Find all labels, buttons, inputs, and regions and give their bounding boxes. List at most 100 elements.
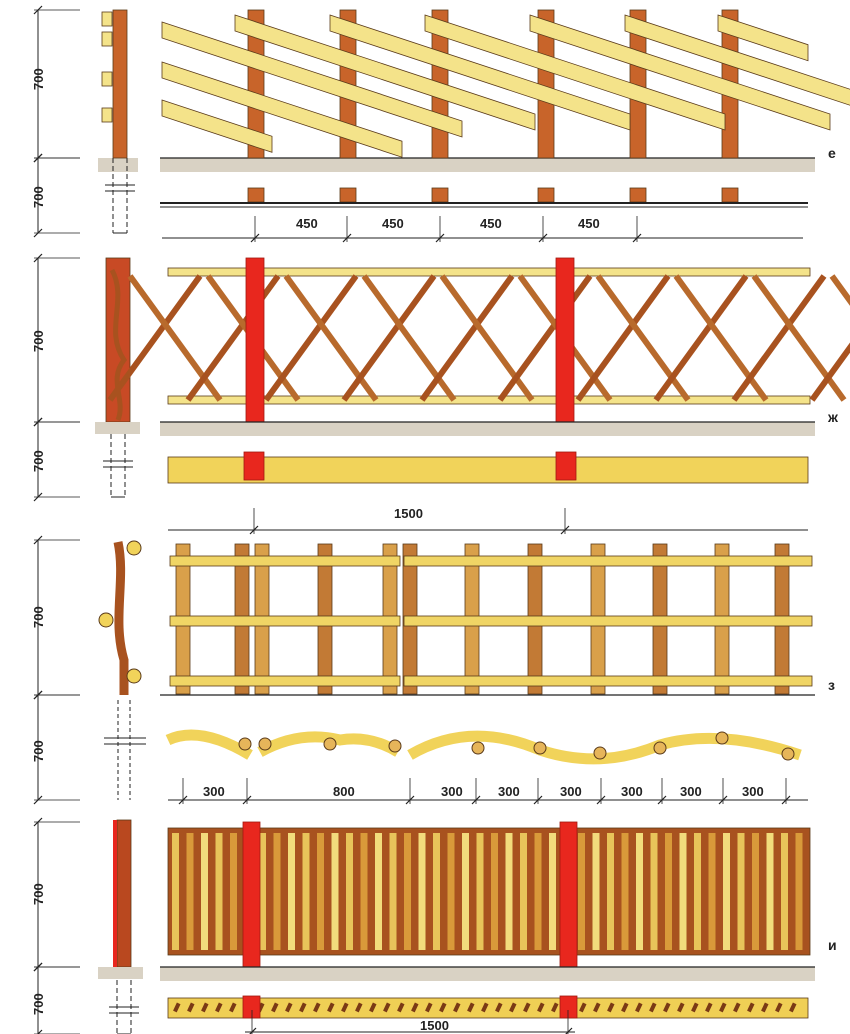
plan-pole — [258, 737, 272, 751]
plan-board — [369, 1002, 377, 1013]
plan-board — [579, 1002, 587, 1013]
board — [418, 833, 426, 950]
fence-type-z — [33, 535, 815, 805]
dimension-tick — [33, 795, 43, 805]
plan-post — [431, 187, 449, 203]
board — [476, 833, 484, 950]
dimension-tick — [632, 233, 642, 243]
spacing-z-2: 800 — [333, 784, 355, 799]
plan-board — [509, 1002, 517, 1013]
plan-board — [201, 1002, 209, 1013]
plan-wavy-rail — [165, 729, 802, 765]
plan-post — [721, 187, 739, 203]
diagonal-branch — [439, 274, 535, 402]
board — [723, 833, 730, 950]
dimension-tick — [242, 795, 252, 805]
dimension-tick — [33, 492, 43, 502]
diagonal-branch — [361, 274, 457, 402]
plan-post — [242, 995, 261, 1019]
side-ground — [95, 422, 140, 434]
plan-board — [383, 1002, 391, 1013]
diagonal-branch — [595, 274, 691, 402]
board — [737, 833, 745, 950]
dimension-tick — [33, 535, 43, 545]
diagonal-branch — [185, 274, 281, 402]
height-below-i: 700 — [31, 993, 46, 1015]
dimension-tick — [33, 417, 43, 427]
height-below-zh: 700 — [31, 450, 46, 472]
board — [346, 833, 353, 950]
diagonal-branch — [653, 274, 749, 402]
spacing-z-3: 300 — [441, 784, 463, 799]
dimension-tick — [596, 795, 606, 805]
plan-board — [705, 1002, 713, 1013]
dimension-tick — [33, 253, 43, 263]
top-rail — [167, 267, 811, 277]
board — [447, 833, 455, 950]
board — [607, 833, 614, 950]
post — [242, 821, 261, 968]
plan-board — [551, 1002, 559, 1013]
dimension-tick — [33, 153, 43, 163]
spacing-e-4: 450 — [578, 216, 600, 231]
board — [375, 833, 382, 950]
diagonal-slat — [717, 14, 809, 62]
ground-band — [160, 422, 815, 436]
height-below-z: 700 — [31, 740, 46, 762]
board — [215, 833, 223, 950]
diagonal-branch — [341, 274, 437, 402]
plan-board — [271, 1002, 279, 1013]
diagonal-branch — [575, 274, 671, 402]
dimension-tick — [718, 795, 728, 805]
side-rail-end — [98, 612, 114, 628]
side-rail-end — [126, 540, 142, 556]
plan-board — [453, 1002, 461, 1013]
height-above-e: 700 — [31, 68, 46, 90]
board — [520, 833, 527, 950]
board — [317, 833, 324, 950]
plan-board — [341, 1002, 349, 1013]
dimension-tick — [249, 1027, 257, 1034]
ground-band — [160, 158, 815, 172]
plan-board — [313, 1002, 321, 1013]
dimension-tick — [538, 233, 548, 243]
side-ground — [98, 158, 138, 172]
plan-board — [481, 1002, 489, 1013]
plan-board — [355, 1002, 363, 1013]
plan-board — [635, 1002, 643, 1013]
board — [288, 833, 295, 950]
horizontal-rail — [169, 675, 401, 687]
height-above-i: 700 — [31, 883, 46, 905]
plan-board — [677, 1002, 685, 1013]
section-label-zh: ж — [827, 409, 839, 425]
diagonal-branch — [127, 274, 223, 402]
board — [230, 833, 237, 950]
plan-pole — [593, 746, 607, 760]
section-label-z: з — [828, 677, 835, 693]
plan-post — [243, 451, 265, 481]
plan-post — [629, 187, 647, 203]
board — [679, 833, 687, 950]
diagonal-branch — [263, 274, 359, 402]
board — [273, 833, 281, 950]
dimension-tick — [657, 795, 667, 805]
plan-board — [285, 1002, 293, 1013]
diagonal-branch — [107, 274, 203, 402]
plan-board — [733, 1002, 741, 1013]
dimension-tick — [471, 795, 481, 805]
fence-type-e — [33, 5, 850, 243]
plan-board — [229, 1002, 237, 1013]
board — [302, 833, 310, 950]
plan-pole — [533, 741, 547, 755]
diagonal-branch — [419, 274, 515, 402]
side-ground — [98, 967, 143, 979]
dimension-tick — [33, 228, 43, 238]
side-branch — [109, 268, 128, 421]
board — [621, 833, 629, 950]
board — [781, 833, 788, 950]
plan-board — [327, 1002, 335, 1013]
plan-post — [339, 187, 357, 203]
board — [665, 833, 672, 950]
section-label-e: е — [828, 145, 836, 161]
